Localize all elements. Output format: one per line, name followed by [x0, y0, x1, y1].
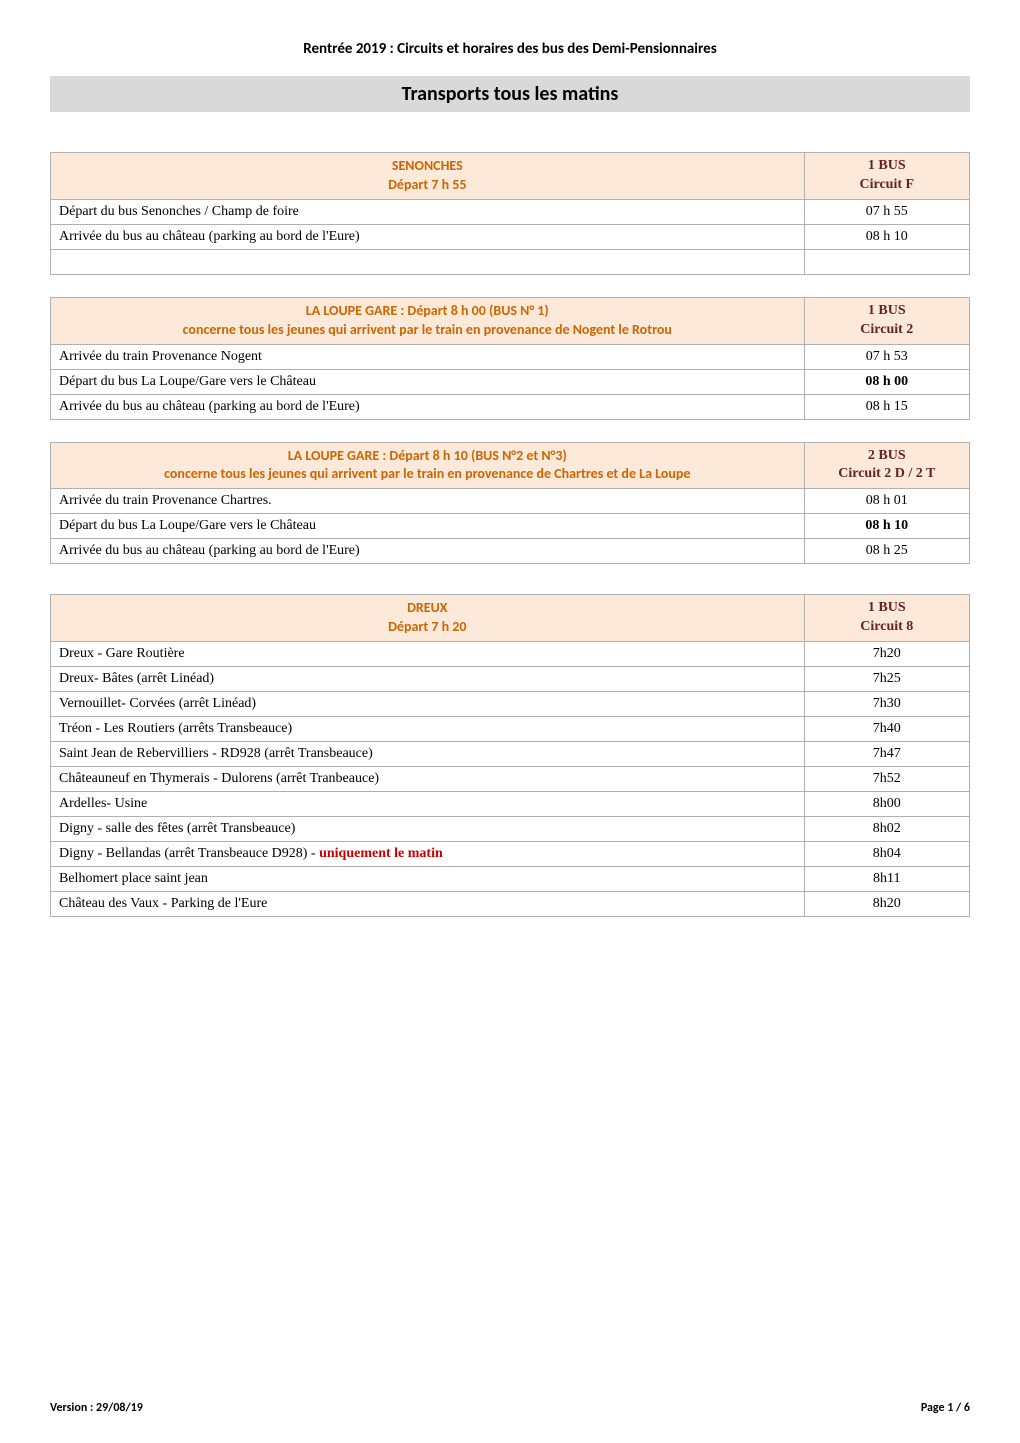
table-row: Château des Vaux - Parking de l'Eure 8h2… — [51, 892, 970, 917]
table-header-title: SENONCHES Départ 7 h 55 — [51, 153, 805, 200]
table-header-info: 1 BUS Circuit 8 — [804, 595, 969, 642]
table-row: Arrivée du train Provenance Nogent 07 h … — [51, 344, 970, 369]
table-row: Belhomert place saint jean 8h11 — [51, 867, 970, 892]
row-val: 8h04 — [804, 842, 969, 867]
table-senonches: SENONCHES Départ 7 h 55 1 BUS Circuit F … — [50, 152, 970, 275]
table-header-row: SENONCHES Départ 7 h 55 1 BUS Circuit F — [51, 153, 970, 200]
row-desc — [51, 249, 805, 274]
row-desc: Ardelles- Usine — [51, 792, 805, 817]
row-desc: Arrivée du bus au château (parking au bo… — [51, 539, 805, 564]
row-desc: Digny - Bellandas (arrêt Transbeauce D92… — [51, 842, 805, 867]
row-val — [804, 249, 969, 274]
info-line1: 1 BUS — [813, 157, 961, 176]
row-val: 08 h 15 — [804, 394, 969, 419]
table-header-info: 2 BUS Circuit 2 D / 2 T — [804, 442, 969, 489]
table-header-row: LA LOUPE GARE : Départ 8 h 10 (BUS N°2 e… — [51, 442, 970, 489]
table-row: Saint Jean de Rebervilliers - RD928 (arr… — [51, 742, 970, 767]
row-val: 8h20 — [804, 892, 969, 917]
header-line1: SENONCHES — [59, 157, 796, 176]
info-line2: Circuit 8 — [813, 618, 961, 637]
row-val: 7h20 — [804, 642, 969, 667]
row-val: 7h47 — [804, 742, 969, 767]
table-header-title: LA LOUPE GARE : Départ 8 h 00 (BUS N° 1)… — [51, 297, 805, 344]
header-line2: concerne tous les jeunes qui arrivent pa… — [59, 465, 796, 484]
table-row: Digny - Bellandas (arrêt Transbeauce D92… — [51, 842, 970, 867]
table-header-row: LA LOUPE GARE : Départ 8 h 00 (BUS N° 1)… — [51, 297, 970, 344]
row-val: 7h52 — [804, 767, 969, 792]
row-desc: Arrivée du bus au château (parking au bo… — [51, 224, 805, 249]
footer-page: Page 1 / 6 — [921, 1401, 970, 1415]
table-row: Dreux- Bâtes (arrêt Linéad) 7h25 — [51, 667, 970, 692]
row-desc: Belhomert place saint jean — [51, 867, 805, 892]
row-val: 08 h 00 — [804, 369, 969, 394]
info-line2: Circuit F — [813, 176, 961, 195]
header-line1: LA LOUPE GARE : Départ 8 h 10 (BUS N°2 e… — [59, 447, 796, 466]
row-desc: Digny - salle des fêtes (arrêt Transbeau… — [51, 817, 805, 842]
row-desc: Arrivée du train Provenance Nogent — [51, 344, 805, 369]
table-header-info: 1 BUS Circuit 2 — [804, 297, 969, 344]
row-desc: Départ du bus La Loupe/Gare vers le Chât… — [51, 369, 805, 394]
footer-version: Version : 29/08/19 — [50, 1401, 143, 1415]
row-desc: Départ du bus La Loupe/Gare vers le Chât… — [51, 514, 805, 539]
table-row: Vernouillet- Corvées (arrêt Linéad) 7h30 — [51, 692, 970, 717]
table-row: Tréon - Les Routiers (arrêts Transbeauce… — [51, 717, 970, 742]
row-val: 8h02 — [804, 817, 969, 842]
table-row: Dreux - Gare Routière 7h20 — [51, 642, 970, 667]
table-empty-row — [51, 249, 970, 274]
info-line2: Circuit 2 — [813, 321, 961, 340]
table-row: Digny - salle des fêtes (arrêt Transbeau… — [51, 817, 970, 842]
row-desc: Château des Vaux - Parking de l'Eure — [51, 892, 805, 917]
row-desc: Arrivée du bus au château (parking au bo… — [51, 394, 805, 419]
row-desc: Dreux - Gare Routière — [51, 642, 805, 667]
table-header-title: LA LOUPE GARE : Départ 8 h 10 (BUS N°2 e… — [51, 442, 805, 489]
row-desc: Vernouillet- Corvées (arrêt Linéad) — [51, 692, 805, 717]
table-header-row: DREUX Départ 7 h 20 1 BUS Circuit 8 — [51, 595, 970, 642]
table-row: Départ du bus Senonches / Champ de foire… — [51, 199, 970, 224]
info-line1: 2 BUS — [813, 447, 961, 466]
row-desc: Châteauneuf en Thymerais - Dulorens (arr… — [51, 767, 805, 792]
header-line1: LA LOUPE GARE : Départ 8 h 00 (BUS N° 1) — [59, 302, 796, 321]
row-desc: Départ du bus Senonches / Champ de foire — [51, 199, 805, 224]
table-row: Châteauneuf en Thymerais - Dulorens (arr… — [51, 767, 970, 792]
row-val: 7h40 — [804, 717, 969, 742]
info-line1: 1 BUS — [813, 302, 961, 321]
table-row: Départ du bus La Loupe/Gare vers le Chât… — [51, 514, 970, 539]
row-desc: Saint Jean de Rebervilliers - RD928 (arr… — [51, 742, 805, 767]
row-desc: Arrivée du train Provenance Chartres. — [51, 489, 805, 514]
page-footer: Version : 29/08/19 Page 1 / 6 — [50, 1401, 970, 1415]
document-title: Rentrée 2019 : Circuits et horaires des … — [50, 40, 970, 58]
header-line1: DREUX — [59, 599, 796, 618]
info-line2: Circuit 2 D / 2 T — [813, 465, 961, 484]
row-desc: Dreux- Bâtes (arrêt Linéad) — [51, 667, 805, 692]
section-banner: Transports tous les matins — [50, 76, 970, 112]
table-row: Arrivée du bus au château (parking au bo… — [51, 394, 970, 419]
row-desc-prefix: Digny - Bellandas (arrêt Transbeauce D92… — [59, 846, 319, 861]
table-header-title: DREUX Départ 7 h 20 — [51, 595, 805, 642]
row-val: 08 h 01 — [804, 489, 969, 514]
header-line2: Départ 7 h 20 — [59, 618, 796, 637]
row-val: 07 h 55 — [804, 199, 969, 224]
table-laloupe2: LA LOUPE GARE : Départ 8 h 10 (BUS N°2 e… — [50, 442, 970, 565]
table-row: Ardelles- Usine 8h00 — [51, 792, 970, 817]
header-line2: concerne tous les jeunes qui arrivent pa… — [59, 321, 796, 340]
table-laloupe1: LA LOUPE GARE : Départ 8 h 00 (BUS N° 1)… — [50, 297, 970, 420]
row-val: 08 h 25 — [804, 539, 969, 564]
table-row: Départ du bus La Loupe/Gare vers le Chât… — [51, 369, 970, 394]
table-row: Arrivée du train Provenance Chartres. 08… — [51, 489, 970, 514]
info-line1: 1 BUS — [813, 599, 961, 618]
row-val: 08 h 10 — [804, 514, 969, 539]
row-val: 8h00 — [804, 792, 969, 817]
row-val: 08 h 10 — [804, 224, 969, 249]
row-val: 7h25 — [804, 667, 969, 692]
table-dreux: DREUX Départ 7 h 20 1 BUS Circuit 8 Dreu… — [50, 594, 970, 917]
row-val: 8h11 — [804, 867, 969, 892]
row-val: 07 h 53 — [804, 344, 969, 369]
row-desc-red: uniquement le matin — [319, 846, 443, 861]
row-desc: Tréon - Les Routiers (arrêts Transbeauce… — [51, 717, 805, 742]
table-row: Arrivée du bus au château (parking au bo… — [51, 224, 970, 249]
header-line2: Départ 7 h 55 — [59, 176, 796, 195]
row-val: 7h30 — [804, 692, 969, 717]
table-row: Arrivée du bus au château (parking au bo… — [51, 539, 970, 564]
table-header-info: 1 BUS Circuit F — [804, 153, 969, 200]
